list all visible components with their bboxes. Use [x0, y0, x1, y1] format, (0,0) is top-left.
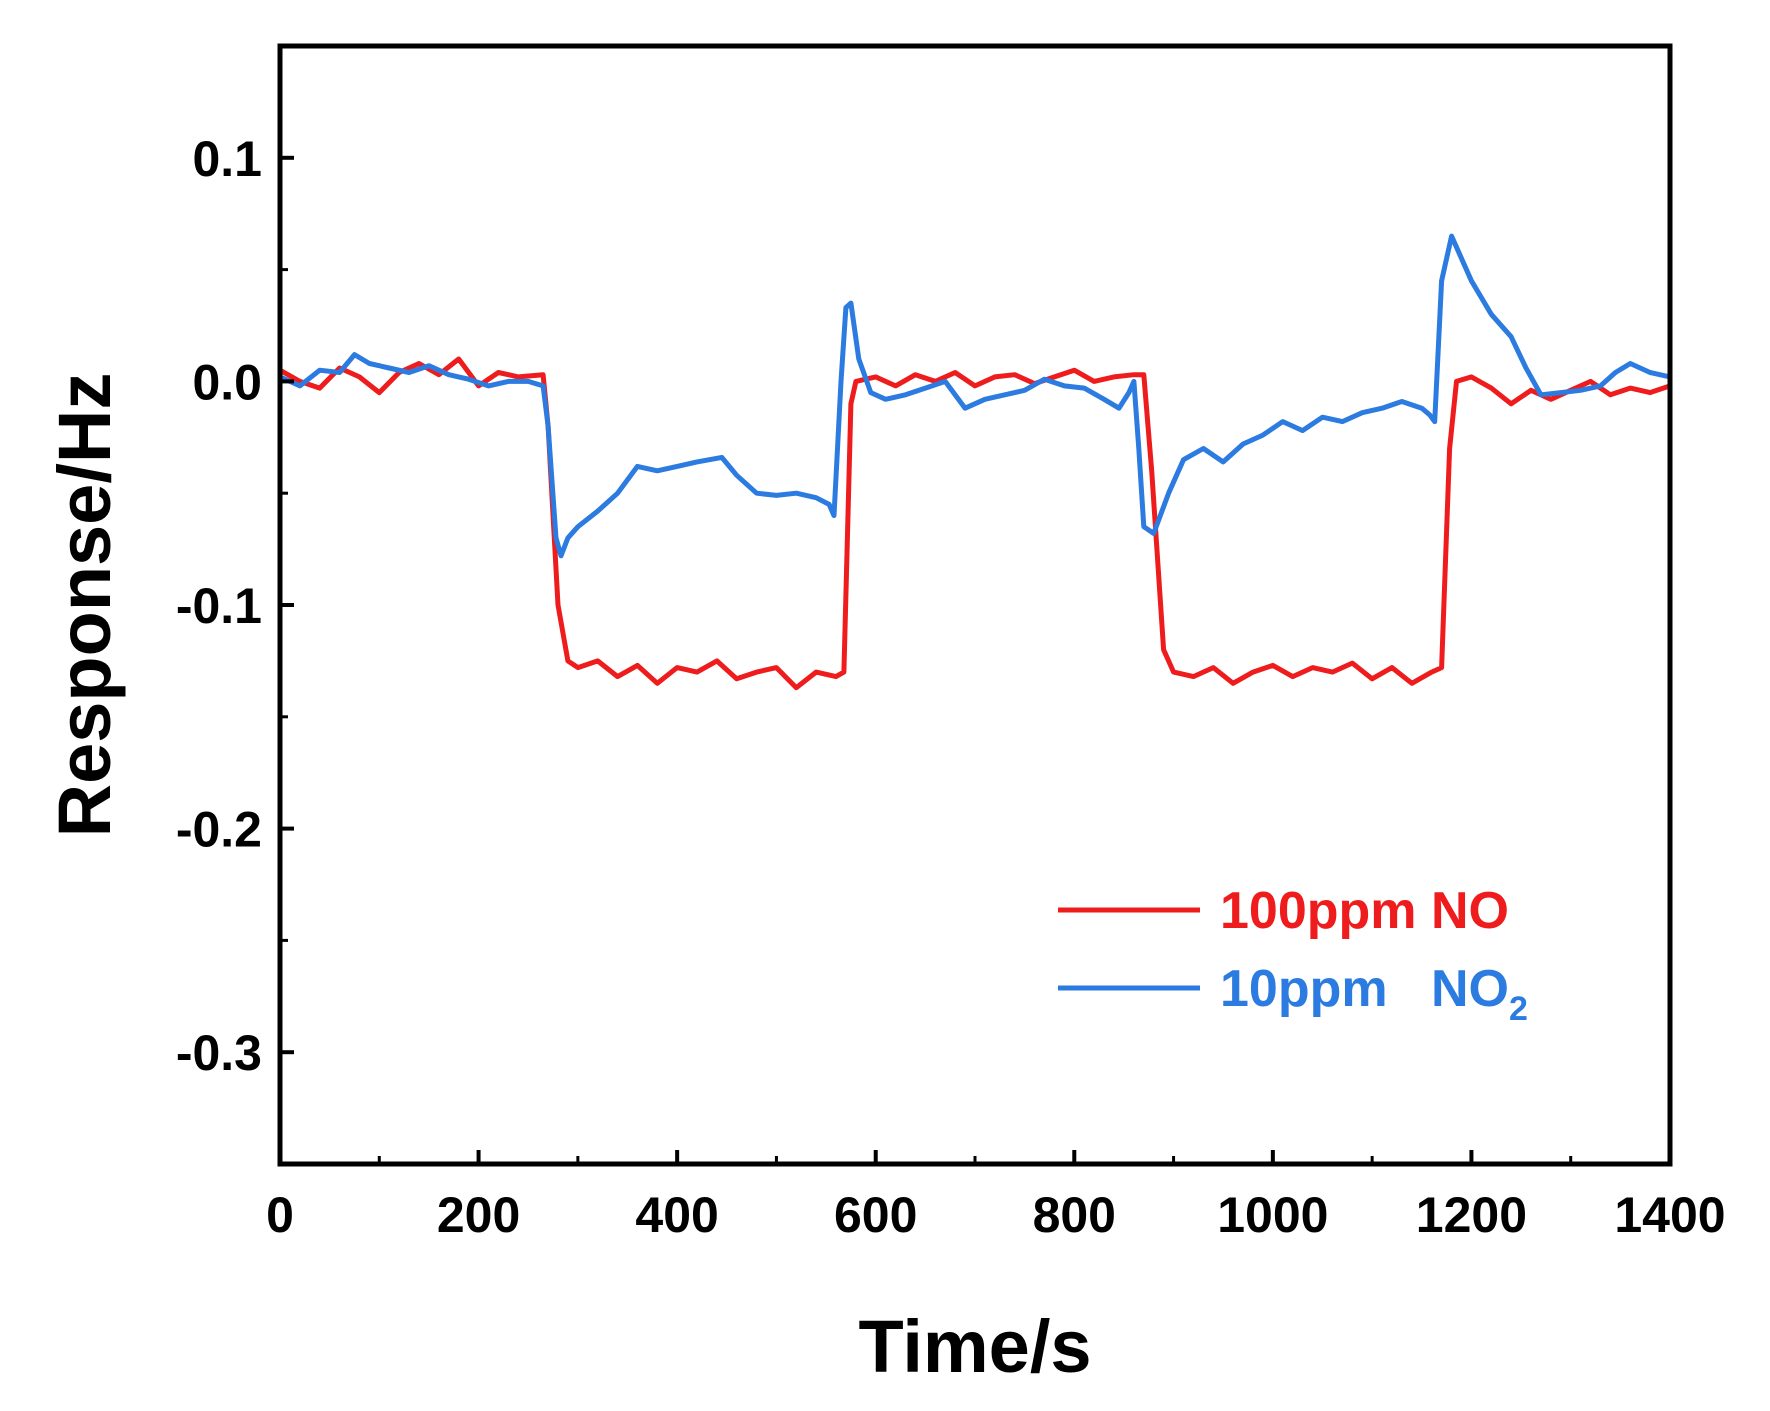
- series-line-no: [277, 356, 1673, 691]
- legend-label-no2-subscript: 2: [1509, 990, 1528, 1028]
- y-tick-label: 0.0: [192, 354, 262, 410]
- x-axis-title: Time/s: [858, 1305, 1091, 1388]
- x-tick-label: 1400: [1614, 1187, 1725, 1243]
- legend: 100ppm NO 10ppm NO2: [1058, 882, 1528, 1028]
- x-tick-label: 0: [266, 1187, 294, 1243]
- legend-label-no2-main: 10ppm NO: [1220, 960, 1509, 1018]
- ticks-layer: [278, 155, 1672, 1164]
- series-layer: [277, 233, 1673, 691]
- x-tick-label: 400: [635, 1187, 718, 1243]
- y-tick-label: -0.2: [176, 802, 262, 858]
- y-tick-label: 0.1: [192, 131, 262, 187]
- legend-label-no2: 10ppm NO2: [1220, 960, 1528, 1028]
- series-line-no2: [277, 233, 1673, 559]
- tick-labels-layer: 0 200 400 600 800 1000 1200 1400 0.1 0.0 -0.1 -0.2 -…: [176, 131, 1726, 1243]
- x-tick-label: 1000: [1217, 1187, 1328, 1243]
- x-tick-label: 800: [1033, 1187, 1116, 1243]
- y-axis-title: Response/Hz: [43, 373, 126, 838]
- x-tick-label: 200: [437, 1187, 520, 1243]
- x-tick-label: 1200: [1416, 1187, 1527, 1243]
- y-tick-label: -0.1: [176, 578, 262, 634]
- legend-label-no: 100ppm NO: [1220, 882, 1509, 940]
- x-tick-label: 600: [834, 1187, 917, 1243]
- y-tick-label: -0.3: [176, 1025, 262, 1081]
